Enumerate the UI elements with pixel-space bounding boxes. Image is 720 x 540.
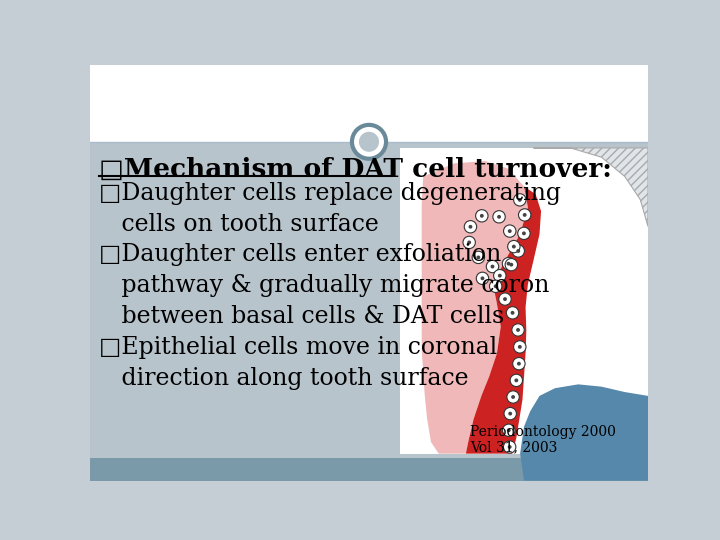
Circle shape xyxy=(522,232,526,235)
Polygon shape xyxy=(422,161,528,454)
Polygon shape xyxy=(90,142,648,457)
Text: cells on tooth surface: cells on tooth surface xyxy=(99,213,379,235)
Circle shape xyxy=(359,132,379,152)
Polygon shape xyxy=(520,384,648,481)
Circle shape xyxy=(490,280,502,293)
Circle shape xyxy=(476,272,489,285)
Circle shape xyxy=(510,374,523,387)
Text: Vol 31, 2003: Vol 31, 2003 xyxy=(469,441,557,455)
Circle shape xyxy=(498,274,502,278)
Circle shape xyxy=(510,311,515,315)
Circle shape xyxy=(503,225,516,237)
Circle shape xyxy=(512,324,524,336)
Circle shape xyxy=(516,249,520,253)
Circle shape xyxy=(494,269,506,282)
Circle shape xyxy=(518,227,530,240)
Circle shape xyxy=(503,258,515,270)
Text: □Mechanism of DAT cell turnover:: □Mechanism of DAT cell turnover: xyxy=(99,157,612,182)
Text: □Epithelial cells move in coronal: □Epithelial cells move in coronal xyxy=(99,336,498,359)
Circle shape xyxy=(499,293,511,305)
Text: □Daughter cells enter exfoliation: □Daughter cells enter exfoliation xyxy=(99,244,502,266)
Circle shape xyxy=(480,214,484,218)
Text: direction along tooth surface: direction along tooth surface xyxy=(99,367,469,390)
Circle shape xyxy=(508,229,512,233)
Text: Periodontology 2000: Periodontology 2000 xyxy=(469,425,616,439)
Circle shape xyxy=(467,240,471,245)
Circle shape xyxy=(503,424,515,436)
Circle shape xyxy=(507,262,510,266)
Circle shape xyxy=(463,237,475,248)
Circle shape xyxy=(486,260,499,273)
Circle shape xyxy=(516,328,520,332)
Circle shape xyxy=(503,297,507,301)
Circle shape xyxy=(464,221,477,233)
Circle shape xyxy=(518,209,531,221)
Circle shape xyxy=(508,445,512,449)
Text: □Daughter cells replace degenerating: □Daughter cells replace degenerating xyxy=(99,182,562,205)
Circle shape xyxy=(511,395,515,399)
Polygon shape xyxy=(534,148,648,226)
Circle shape xyxy=(513,194,526,206)
Circle shape xyxy=(513,341,526,353)
Circle shape xyxy=(497,215,501,219)
Circle shape xyxy=(508,411,512,416)
Circle shape xyxy=(518,345,522,349)
Polygon shape xyxy=(90,65,648,142)
Text: pathway & gradually migrate coron: pathway & gradually migrate coron xyxy=(99,274,549,297)
Circle shape xyxy=(504,408,516,420)
Circle shape xyxy=(517,362,521,366)
Circle shape xyxy=(494,285,498,288)
Circle shape xyxy=(508,240,520,253)
Circle shape xyxy=(476,210,488,222)
Circle shape xyxy=(506,307,518,319)
Circle shape xyxy=(480,276,485,280)
Circle shape xyxy=(472,251,485,264)
Circle shape xyxy=(352,125,386,159)
Circle shape xyxy=(518,198,522,202)
Circle shape xyxy=(513,357,525,370)
Circle shape xyxy=(514,379,518,382)
Circle shape xyxy=(503,441,516,453)
Circle shape xyxy=(490,265,495,268)
Circle shape xyxy=(509,263,513,267)
Polygon shape xyxy=(466,186,541,454)
Circle shape xyxy=(523,213,526,217)
Circle shape xyxy=(493,211,505,223)
Circle shape xyxy=(477,255,480,259)
Polygon shape xyxy=(400,148,648,454)
Text: between basal cells & DAT cells: between basal cells & DAT cells xyxy=(99,305,505,328)
Circle shape xyxy=(507,428,510,432)
Polygon shape xyxy=(90,457,648,481)
Circle shape xyxy=(507,391,519,403)
Circle shape xyxy=(469,225,472,229)
Circle shape xyxy=(505,259,518,271)
Circle shape xyxy=(512,245,524,257)
Circle shape xyxy=(512,245,516,248)
